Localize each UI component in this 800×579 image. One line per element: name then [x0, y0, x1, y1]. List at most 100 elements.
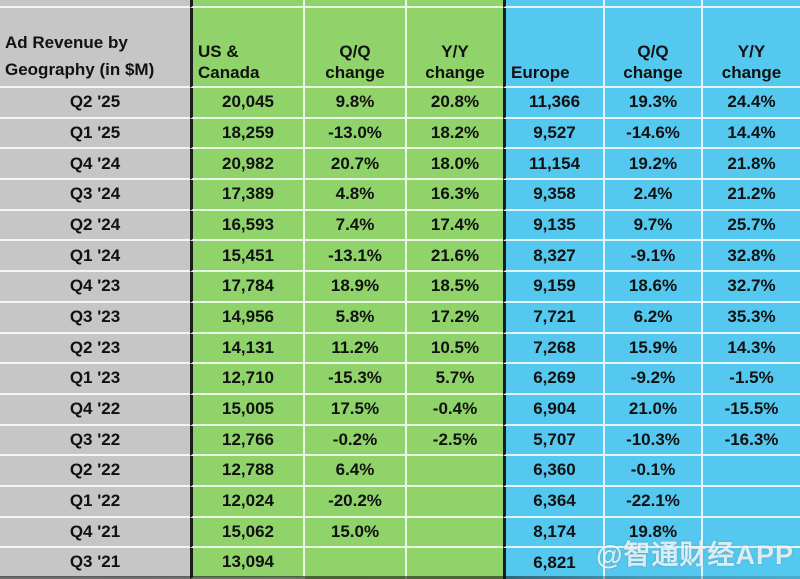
row-label: Q3 '22	[0, 425, 190, 457]
table-cell: 7.4%	[305, 210, 407, 242]
table-cell: 4.8%	[305, 180, 407, 211]
table-cell: 6,360	[503, 456, 605, 487]
table-cell: -0.2%	[305, 425, 407, 457]
table-cell: 18.9%	[305, 272, 407, 303]
table-cell: -0.4%	[407, 394, 503, 426]
table-cell: 17.4%	[407, 210, 503, 242]
row-label: Q4 '22	[0, 394, 190, 426]
table-cell: 16,593	[190, 210, 305, 242]
table-cell: -20.2%	[305, 486, 407, 518]
table-cell: 9,527	[503, 118, 605, 150]
table-cell: 6,904	[503, 394, 605, 426]
table-cell: 32.8%	[703, 241, 800, 273]
table-cell: -2.5%	[407, 425, 503, 457]
table-cell: 17.5%	[305, 394, 407, 426]
table-cell: 15,451	[190, 241, 305, 273]
table-cell: 20,045	[190, 88, 305, 119]
table-cell	[190, 0, 305, 8]
table-cell: 18.6%	[605, 272, 703, 303]
column-header-label: Y/Y change	[721, 42, 782, 82]
table-cell: 21.0%	[605, 394, 703, 426]
table-cell	[305, 0, 407, 8]
table-cell: 14.4%	[703, 118, 800, 150]
table-cell: -13.1%	[305, 241, 407, 273]
table-cell: -16.3%	[703, 425, 800, 457]
table-cell: 6.2%	[605, 302, 703, 334]
table-cell: 21.2%	[703, 180, 800, 211]
table-cell: 15,062	[190, 517, 305, 549]
table-cell: 6.4%	[305, 456, 407, 487]
table-cell: 5.7%	[407, 364, 503, 395]
table-cell: 14.3%	[703, 333, 800, 365]
table-cell: 15.9%	[605, 333, 703, 365]
table-cell: -9.2%	[605, 364, 703, 395]
row-label: Q1 '25	[0, 118, 190, 150]
table-cell	[0, 0, 190, 8]
table-cell: 16.3%	[407, 180, 503, 211]
row-label: Q4 '21	[0, 517, 190, 549]
table-cell: 19.8%	[605, 517, 703, 549]
table-cell: 6,269	[503, 364, 605, 395]
table-cell: 24.4%	[703, 88, 800, 119]
column-header-us-qq-change: Q/Q change	[305, 8, 407, 88]
table-cell	[605, 0, 703, 8]
table-cell: 11.2%	[305, 333, 407, 365]
table-cell	[305, 548, 407, 579]
table-cell: 19.3%	[605, 88, 703, 119]
table-cell	[703, 517, 800, 549]
table-cell: -10.3%	[605, 425, 703, 457]
table-cell	[503, 0, 605, 8]
table-cell: 9,159	[503, 272, 605, 303]
table-cell: 6,821	[503, 548, 605, 579]
table-cell: 21.8%	[703, 149, 800, 181]
table-cell: 12,710	[190, 364, 305, 395]
table-cell	[605, 548, 703, 579]
table-cell: 12,788	[190, 456, 305, 487]
column-header-label: Q/Q change	[623, 42, 683, 82]
table-cell: 9,135	[503, 210, 605, 242]
table-cell: 8,174	[503, 517, 605, 549]
table-cell: 7,268	[503, 333, 605, 365]
table-cell: 18.0%	[407, 149, 503, 181]
table-cell: 25.7%	[703, 210, 800, 242]
table-cell: -1.5%	[703, 364, 800, 395]
table-cell	[407, 0, 503, 8]
table-cell	[703, 548, 800, 579]
row-label: Q3 '21	[0, 548, 190, 579]
table-cell: -0.1%	[605, 456, 703, 487]
table-cell: -15.3%	[305, 364, 407, 395]
table-cell: 35.3%	[703, 302, 800, 334]
table-cell	[703, 456, 800, 487]
table-cell: 14,131	[190, 333, 305, 365]
table-cell	[407, 456, 503, 487]
row-label: Q1 '23	[0, 364, 190, 395]
table-title: Ad Revenue by Geography (in $M)	[0, 8, 190, 88]
row-label: Q2 '22	[0, 456, 190, 487]
column-header-us-canada: US & Canada	[190, 8, 305, 88]
table-cell: 7,721	[503, 302, 605, 334]
table-cell	[703, 486, 800, 518]
column-header-europe-qq-change: Q/Q change	[605, 8, 703, 88]
table-cell: -14.6%	[605, 118, 703, 150]
column-header-europe: Europe	[503, 8, 605, 88]
table-cell: -9.1%	[605, 241, 703, 273]
column-header-europe-yy-change: Y/Y change	[703, 8, 800, 88]
table-cell	[407, 548, 503, 579]
row-label: Q1 '22	[0, 486, 190, 518]
table-cell: 12,766	[190, 425, 305, 457]
table-cell: 11,366	[503, 88, 605, 119]
table-cell: -15.5%	[703, 394, 800, 426]
column-header-label: US & Canada	[198, 42, 260, 82]
table-cell: 9.8%	[305, 88, 407, 119]
table-cell: 5,707	[503, 425, 605, 457]
table-cell: 18,259	[190, 118, 305, 150]
table-cell: 17.2%	[407, 302, 503, 334]
table-cell: 18.2%	[407, 118, 503, 150]
table-cell: 10.5%	[407, 333, 503, 365]
column-header-label: Europe	[511, 62, 570, 82]
table-cell: -22.1%	[605, 486, 703, 518]
row-label: Q4 '24	[0, 149, 190, 181]
table-cell: 13,094	[190, 548, 305, 579]
column-header-us-yy-change: Y/Y change	[407, 8, 503, 88]
